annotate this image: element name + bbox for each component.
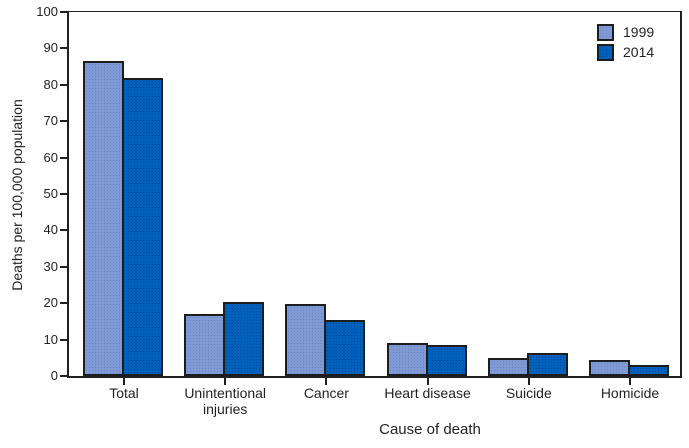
- category-label-heart-disease: Heart disease: [384, 385, 471, 401]
- y-axis-title: Deaths per 100,000 population: [9, 99, 25, 291]
- legend: 1999 2014: [597, 22, 654, 62]
- category-label-unintentional-injuries: Unintentional injuries: [184, 385, 267, 417]
- legend-swatch-1999: [597, 23, 614, 41]
- y-tick: [60, 120, 67, 123]
- y-tick: [60, 47, 67, 50]
- bar-heart-disease-2014: [425, 345, 467, 376]
- bar-cancer-2014: [324, 320, 366, 376]
- y-tick-label: 100: [36, 4, 58, 19]
- x-tick: [426, 378, 429, 385]
- y-tick: [60, 375, 67, 377]
- y-tick-label: 50: [43, 186, 58, 201]
- y-tick-label: 70: [43, 113, 58, 129]
- y-tick-label: 0: [50, 368, 58, 383]
- x-tick: [629, 378, 631, 385]
- bar-suicide-1999: [487, 358, 529, 376]
- y-tick-label: 20: [43, 295, 58, 311]
- y-tick-label: 10: [43, 331, 58, 347]
- bar-total-1999: [83, 61, 124, 376]
- y-tick: [60, 229, 67, 232]
- legend-label: 1999: [623, 24, 655, 40]
- y-tick: [60, 338, 67, 341]
- bar-unintentional-injuries-1999: [184, 314, 226, 376]
- category-label-homicide: Homicide: [600, 385, 660, 401]
- category-label-suicide: Suicide: [505, 385, 552, 401]
- legend-label: 2014: [623, 44, 655, 60]
- y-tick-label: 90: [43, 40, 58, 56]
- y-tick: [60, 302, 67, 305]
- x-tick: [123, 378, 125, 385]
- bar-heart-disease-1999: [386, 343, 428, 376]
- y-tick-label: 60: [43, 149, 58, 165]
- category-label-cancer: Cancer: [303, 385, 349, 401]
- y-tick: [60, 265, 67, 268]
- y-tick-label: 30: [43, 258, 58, 274]
- bar-unintentional-injuries-2014: [223, 302, 265, 376]
- y-tick-label: 40: [43, 222, 58, 238]
- x-axis-title: Cause of death: [379, 421, 481, 438]
- bar-suicide-2014: [526, 353, 568, 376]
- y-tick: [60, 193, 67, 195]
- y-tick: [60, 11, 67, 13]
- plot-area: [67, 11, 682, 378]
- bar-homicide-1999: [589, 360, 630, 376]
- legend-item-1999: 1999: [597, 22, 654, 42]
- x-tick: [325, 378, 328, 385]
- y-tick: [60, 156, 67, 159]
- x-tick: [527, 378, 530, 385]
- legend-swatch-2014: [597, 43, 614, 61]
- legend-item-2014: 2014: [597, 42, 654, 62]
- y-tick-label: 80: [43, 76, 58, 92]
- category-label-total: Total: [109, 385, 139, 401]
- bar-cancer-1999: [285, 304, 327, 376]
- x-tick: [224, 378, 227, 385]
- bar-total-2014: [122, 78, 163, 376]
- y-tick: [60, 83, 67, 86]
- bar-homicide-2014: [628, 365, 669, 376]
